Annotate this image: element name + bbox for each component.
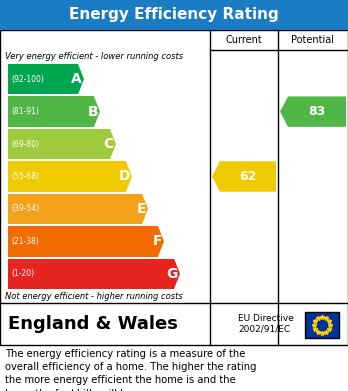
Polygon shape — [174, 258, 180, 289]
Text: (1-20): (1-20) — [11, 269, 34, 278]
Polygon shape — [212, 161, 276, 192]
Polygon shape — [126, 161, 132, 192]
Text: B: B — [87, 105, 98, 118]
Text: Not energy efficient - higher running costs: Not energy efficient - higher running co… — [5, 292, 183, 301]
Text: Energy Efficiency Rating: Energy Efficiency Rating — [69, 7, 279, 23]
Text: C: C — [104, 137, 114, 151]
Polygon shape — [142, 194, 148, 224]
Text: (21-38): (21-38) — [11, 237, 39, 246]
Text: 62: 62 — [239, 170, 257, 183]
Text: F: F — [152, 234, 162, 248]
Text: G: G — [167, 267, 178, 281]
Text: E: E — [136, 202, 146, 216]
Text: Potential: Potential — [292, 35, 334, 45]
Text: (69-80): (69-80) — [11, 140, 39, 149]
Bar — [8, 97, 94, 127]
Text: England & Wales: England & Wales — [8, 315, 178, 333]
Polygon shape — [280, 97, 346, 127]
Text: (81-91): (81-91) — [11, 107, 39, 116]
Bar — [0, 30, 348, 345]
Polygon shape — [110, 129, 116, 159]
Bar — [8, 258, 174, 289]
Bar — [8, 161, 126, 192]
Bar — [8, 226, 158, 256]
Text: A: A — [71, 72, 82, 86]
Text: 83: 83 — [308, 105, 326, 118]
Polygon shape — [94, 97, 100, 127]
Text: Very energy efficient - lower running costs: Very energy efficient - lower running co… — [5, 52, 183, 61]
Polygon shape — [78, 64, 84, 95]
Text: (55-68): (55-68) — [11, 172, 39, 181]
Text: Current: Current — [226, 35, 262, 45]
Bar — [8, 64, 78, 95]
Bar — [0, 0, 348, 30]
Bar — [8, 129, 110, 159]
Bar — [305, 312, 339, 338]
Text: D: D — [119, 170, 130, 183]
Text: (92-100): (92-100) — [11, 75, 44, 84]
Text: The energy efficiency rating is a measure of the
overall efficiency of a home. T: The energy efficiency rating is a measur… — [5, 349, 256, 391]
Bar — [8, 194, 142, 224]
Text: EU Directive
2002/91/EC: EU Directive 2002/91/EC — [238, 314, 294, 334]
Text: (39-54): (39-54) — [11, 204, 39, 213]
Polygon shape — [158, 226, 164, 256]
